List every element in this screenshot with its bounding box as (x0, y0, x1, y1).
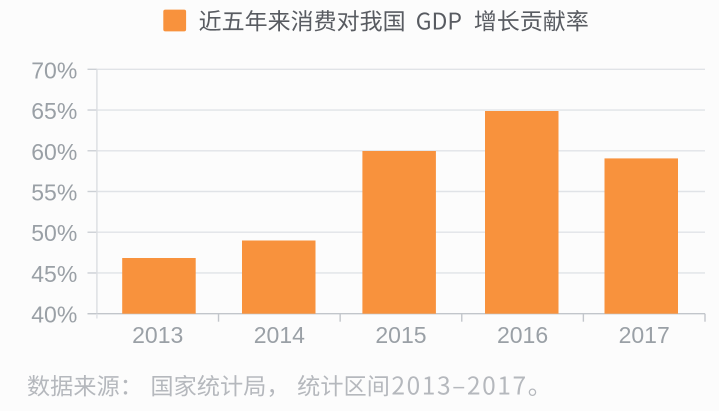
svg-text:2013: 2013 (132, 322, 183, 348)
svg-text:2014: 2014 (254, 322, 305, 348)
svg-text:70%: 70% (31, 57, 77, 83)
svg-text:65%: 65% (31, 98, 77, 124)
svg-text:2015: 2015 (375, 322, 426, 348)
svg-text:45%: 45% (31, 261, 77, 287)
svg-text:50%: 50% (31, 220, 77, 246)
svg-text:55%: 55% (31, 180, 77, 206)
svg-text:60%: 60% (31, 139, 77, 165)
svg-text:2017: 2017 (619, 322, 670, 348)
svg-text:40%: 40% (31, 302, 77, 328)
svg-text:2016: 2016 (497, 322, 548, 348)
